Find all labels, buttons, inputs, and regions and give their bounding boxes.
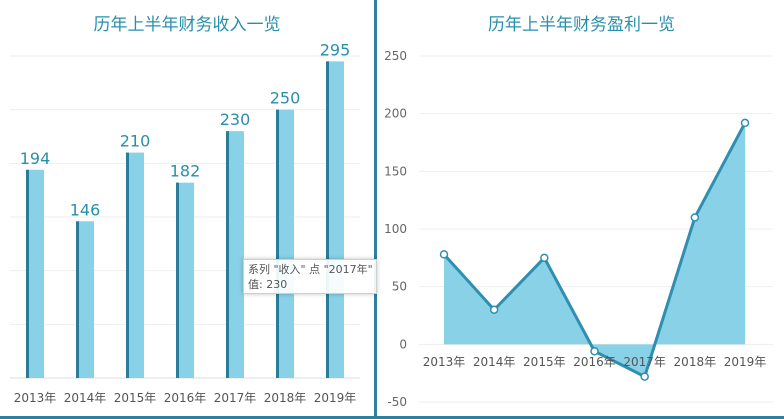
bar-edge [276,109,279,379]
x-tick-label: 2019年 [314,391,357,405]
y-tick-label: 200 [384,107,407,121]
x-tick-label: 2019年 [724,355,767,369]
panel-divider [374,0,377,419]
bar-edge [26,169,29,378]
revenue-bar-chart: 194 2013年 146 2014年 210 2015年 182 2016年 230 2017年… [10,40,360,405]
bar-edge [176,182,179,378]
data-point [540,253,549,263]
bar [276,109,294,379]
data-point [740,118,750,128]
chart-tooltip: 系列 "收入" 点 "2017年" 值: 230 [243,259,377,294]
bar [326,61,344,378]
x-tick-label: 2014年 [473,355,516,369]
profit-chart-title: 历年上半年财务盈利一览 [488,15,675,35]
y-tick-label: -50 [387,395,407,409]
y-tick-label: 0 [399,337,407,351]
data-point [489,305,499,314]
bar-edge [126,152,129,378]
x-tick-label: 2016年 [573,355,616,369]
profit-area-chart: -50 0 50 100 150 200 250 2013年 2014年 2015年 2016年 20… [384,49,773,409]
x-tick-label: 2014年 [64,391,107,405]
bar [176,182,194,378]
bar-edge [76,221,79,378]
x-tick-label: 2013年 [14,391,57,405]
data-point [590,347,599,356]
bar-edge [326,61,329,378]
data-point [439,250,449,259]
tooltip-value-line: 值: 230 [248,278,288,291]
x-tick-label: 2013年 [423,355,466,369]
bar-value-label: 295 [320,40,351,59]
profit-chart-panel: 历年上半年财务盈利一览 -50 0 50 100 150 200 250 2013年 2014年… [379,0,784,419]
x-tick-label: 2017年 [214,391,257,405]
bar-edge [226,131,229,378]
bar [126,152,144,378]
bar [26,169,44,378]
x-tick-label: 2015年 [114,391,157,405]
y-tick-label: 100 [384,222,407,236]
x-tick-label: 2017年 [623,355,666,369]
bar-value-label: 250 [270,89,301,108]
bottom-border [0,416,784,419]
profit-area [444,122,745,377]
tooltip-series-line: 系列 "收入" 点 "2017年" [248,263,373,276]
bar-value-label: 230 [220,110,251,129]
x-tick-label: 2018年 [674,355,717,369]
bar-value-label: 182 [170,162,201,181]
data-point [690,213,700,222]
bar-value-label: 146 [70,200,101,219]
revenue-chart-title: 历年上半年财务收入一览 [93,15,281,35]
x-tick-label: 2015年 [523,355,566,369]
y-tick-label: 150 [384,164,407,178]
y-tick-label: 250 [384,49,407,63]
revenue-chart-panel: 历年上半年财务收入一览 194 2013年 146 2014年 210 2015年 182 2… [0,0,374,419]
data-point [640,372,649,381]
y-tick-label: 50 [392,280,407,294]
bar-value-label: 210 [120,132,151,151]
bar [76,221,94,378]
x-tick-label: 2018年 [264,391,307,405]
x-tick-label: 2016年 [164,391,207,405]
bar-value-label: 194 [20,149,51,168]
bar [226,131,244,378]
